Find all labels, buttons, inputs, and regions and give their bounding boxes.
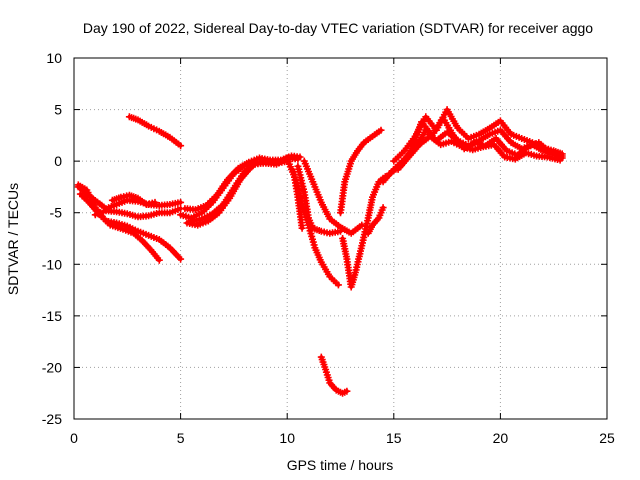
series-track-21: [390, 106, 566, 165]
y-tick-label: -10: [42, 256, 62, 272]
series-track-12: [294, 162, 344, 237]
data-point-marker: [556, 156, 564, 164]
plot-frame: [73, 57, 608, 420]
data-point-marker: [377, 126, 385, 134]
series-track-22: [394, 132, 564, 173]
x-tick-label: 0: [70, 430, 78, 446]
y-tick-label: -15: [42, 308, 62, 324]
x-tick-label: 10: [279, 430, 295, 446]
series-track-10: [183, 163, 255, 229]
series-track-2: [76, 190, 163, 264]
series-track-14: [300, 157, 366, 237]
data-point-marker: [558, 150, 566, 158]
x-tick-label: 5: [177, 430, 185, 446]
data-point-marker: [177, 198, 185, 206]
data-point-marker: [379, 204, 387, 212]
y-tick-label: -25: [42, 411, 62, 427]
x-axis-label: GPS time / hours: [287, 457, 394, 473]
x-tick-label: 15: [386, 430, 402, 446]
data-series: [74, 106, 566, 397]
y-tick-label: 10: [46, 50, 62, 66]
data-point-marker: [247, 163, 255, 171]
axis-ticks: [73, 57, 608, 420]
y-tick-label: -5: [50, 205, 63, 221]
y-axis-label: SDTVAR / TECUs: [5, 183, 21, 295]
y-tick-label: 0: [54, 153, 62, 169]
data-point-marker: [151, 198, 159, 206]
data-point-marker: [334, 281, 342, 289]
x-tick-label: 20: [493, 430, 509, 446]
series-track-3: [74, 183, 185, 213]
series-track-13: [290, 168, 306, 232]
data-point-marker: [358, 221, 366, 229]
y-tick-label: 5: [54, 102, 62, 118]
data-point-marker: [296, 153, 304, 161]
series-track-15: [339, 173, 389, 291]
data-point-marker: [343, 387, 351, 395]
data-point-marker: [298, 224, 306, 232]
series-track-4: [91, 205, 185, 221]
chart-title: Day 190 of 2022, Sidereal Day-to-day VTE…: [83, 20, 593, 36]
tick-labels: 0 5 10 15 20 25 10 5 0 -5 -10 -15 -20 -25: [42, 50, 615, 446]
series-track-16: [337, 126, 385, 217]
series-track-18: [317, 353, 351, 397]
x-tick-label: 25: [599, 430, 615, 446]
data-point-marker: [177, 255, 185, 263]
y-tick-label: -20: [42, 359, 62, 375]
data-point-marker: [177, 142, 185, 150]
series-track-5: [108, 191, 159, 208]
series-track-17: [364, 204, 387, 237]
data-point-marker: [155, 256, 163, 264]
series-track-6: [125, 113, 185, 150]
